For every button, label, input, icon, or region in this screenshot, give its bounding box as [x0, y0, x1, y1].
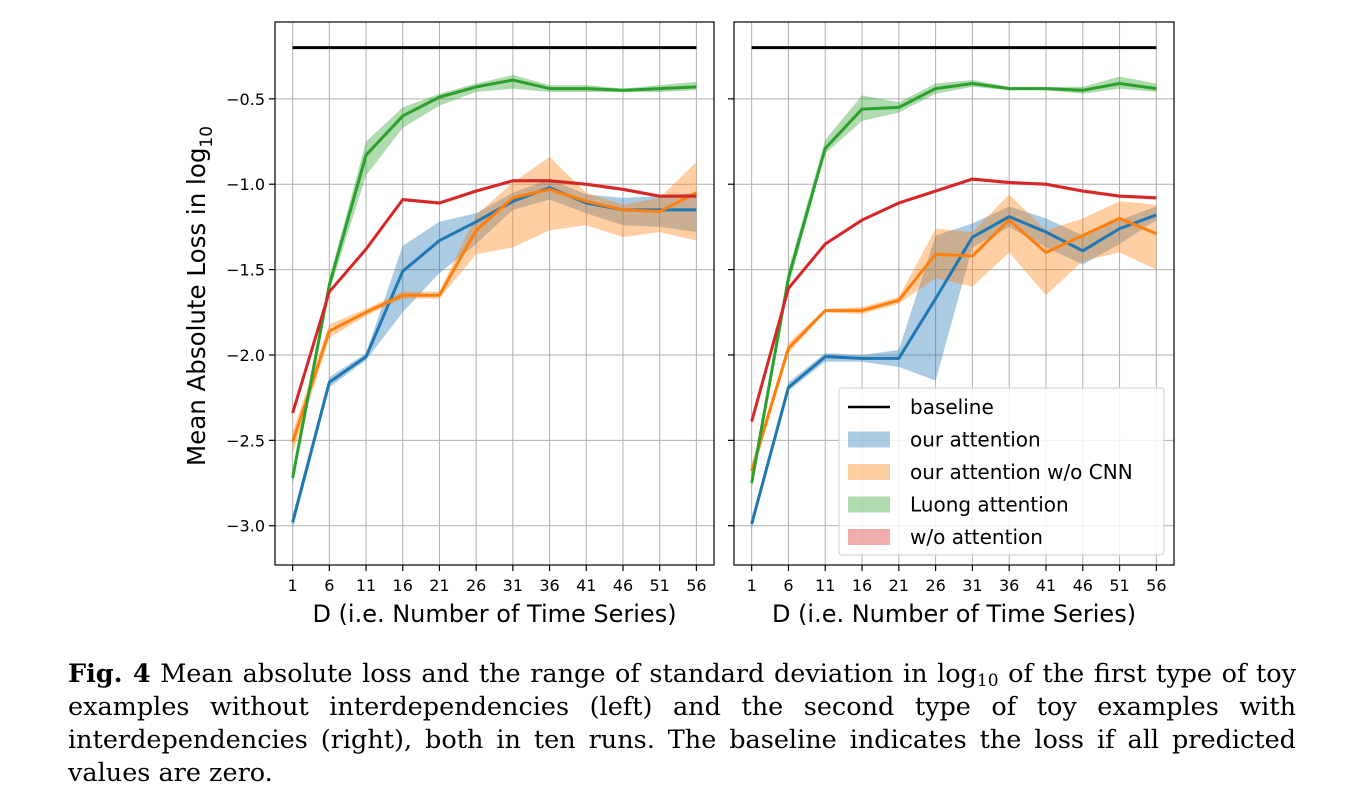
y-tick-label: −1.0	[226, 175, 265, 194]
legend-swatch-w-o-attention	[848, 529, 890, 545]
legend-swatch-luong-attention	[848, 496, 890, 513]
band-luong-attention	[292, 74, 697, 485]
legend-label-w-o-attention: w/o attention	[910, 525, 1043, 549]
x-tick-label: 51	[649, 576, 669, 595]
x-tick-label: 21	[889, 576, 909, 595]
y-tick-label: −3.0	[226, 517, 265, 536]
caption-label: Fig. 4	[68, 659, 151, 689]
band-our-attention-w-o-cnn	[751, 194, 1157, 478]
legend: baseline our attention our attention w/o C…	[838, 387, 1165, 556]
figure: Mean Absolute Loss in log10 1 6 11 16 21 26 31…	[182, 21, 1175, 628]
x-tick-label: 1	[747, 576, 757, 595]
x-tick-label: 36	[539, 576, 559, 595]
band-our-attention-w-o-cnn	[292, 156, 697, 455]
x-tick-label: 56	[686, 576, 706, 595]
x-tick-label: 26	[466, 576, 486, 595]
x-tick-label: 6	[324, 576, 334, 595]
band-our-attention	[292, 179, 697, 530]
x-tick-label: 46	[613, 576, 633, 595]
x-tick-label: 51	[1109, 576, 1129, 595]
series-line-luong-attention	[291, 78, 697, 479]
legend-label-our-attention-w-o-cnn: our attention w/o CNN	[910, 460, 1133, 484]
x-tick-label: 16	[852, 576, 872, 595]
x-tick-label: 36	[999, 576, 1019, 595]
series-line-w-o-attention	[750, 177, 1157, 422]
x-tick-label: 46	[1073, 576, 1093, 595]
x-tick-label: 11	[815, 576, 835, 595]
series-line-our-attention-w-o-cnn	[750, 216, 1157, 472]
series-line-our-attention	[750, 213, 1157, 525]
legend-label-luong-attention: Luong attention	[910, 493, 1069, 517]
legend-swatch-our-attention	[848, 431, 890, 448]
x-tick-label: 16	[393, 576, 413, 595]
figure-caption: Fig. 4 Mean absolute loss and the range …	[68, 658, 1296, 790]
chart-panel-left: 1 6 11 16 21 26 31 36 41 46 51 56−3.0−2.5−2.0−1.5−1…	[226, 21, 715, 628]
x-tick-label: 1	[288, 576, 298, 595]
x-tick-label: 41	[1036, 576, 1056, 595]
x-tick-label: 26	[925, 576, 945, 595]
y-tick-label: −2.0	[226, 346, 265, 365]
legend-label-our-attention: our attention	[910, 428, 1041, 452]
y-tick-label: −2.5	[226, 431, 265, 450]
x-tick-label: 6	[783, 576, 793, 595]
plot-frame	[274, 21, 715, 566]
series-line-w-o-attention	[291, 179, 697, 414]
x-axis-label: D (i.e. Number of Time Series)	[772, 600, 1136, 628]
caption-subscript: 10	[976, 671, 999, 691]
x-tick-label: 56	[1146, 576, 1166, 595]
x-tick-label: 31	[503, 576, 523, 595]
series-line-our-attention-w-o-cnn	[291, 187, 698, 443]
caption-text-part2: of the first type of toy examples withou…	[68, 659, 1296, 788]
legend-label-baseline: baseline	[910, 395, 994, 419]
x-axis-label: D (i.e. Number of Time Series)	[312, 600, 676, 628]
x-tick-label: 31	[962, 576, 982, 595]
legend-swatch-our-attention-w-o-cnn	[848, 464, 890, 480]
x-tick-label: 11	[356, 576, 376, 595]
legend-box	[838, 387, 1165, 556]
caption-text-part1: Mean absolute loss and the range of stan…	[150, 659, 977, 689]
series-line-luong-attention	[750, 81, 1157, 484]
y-axis-label: Mean Absolute Loss in log10	[182, 126, 217, 466]
band-our-attention	[751, 206, 1157, 530]
plot-frame	[733, 21, 1175, 566]
y-tick-label: −0.5	[226, 90, 265, 109]
x-tick-label: 21	[429, 576, 449, 595]
y-tick-label: −1.5	[226, 261, 265, 280]
x-tick-label: 41	[576, 576, 596, 595]
chart-panel-right: 1 6 11 16 21 26 31 36 41 46 51 56D (i.e. Number of …	[728, 21, 1175, 628]
